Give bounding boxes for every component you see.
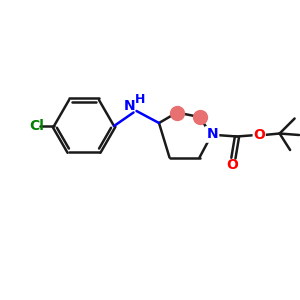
- Text: O: O: [226, 158, 238, 172]
- Text: N: N: [206, 128, 218, 141]
- Text: N: N: [124, 99, 135, 113]
- Text: O: O: [253, 128, 265, 142]
- Text: H: H: [135, 92, 146, 106]
- Text: Cl: Cl: [29, 119, 44, 133]
